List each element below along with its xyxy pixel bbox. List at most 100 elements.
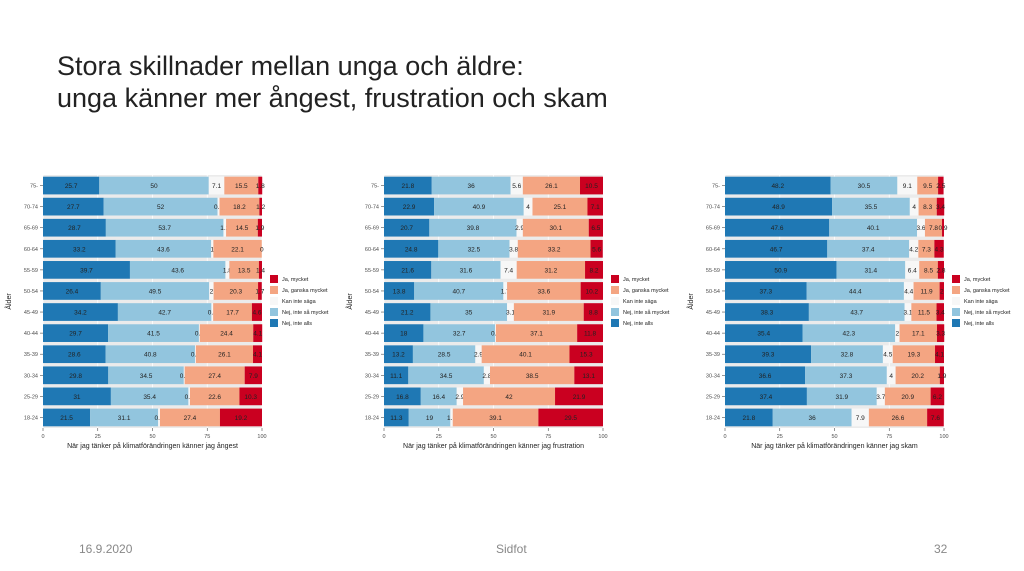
data-label-nej-inte-alls-35-39: 13.2 bbox=[392, 352, 405, 359]
bar-ja-mycket-60-64 bbox=[590, 239, 603, 258]
data-label-nej-inte-sa-mycket-60-64: 43.6 bbox=[157, 246, 170, 253]
data-label-ja-ganska-mycket-30-34: 20.2 bbox=[911, 373, 924, 380]
x-tick-label-25: 25 bbox=[95, 434, 101, 440]
x-tick-label-0: 0 bbox=[723, 434, 726, 440]
data-label-ja-ganska-mycket-18-24: 39.1 bbox=[489, 415, 502, 422]
data-label-kan-inte-saga-35-39: 4.5 bbox=[883, 352, 892, 359]
data-label-ja-ganska-mycket-65-69: 7.8 bbox=[929, 225, 938, 232]
data-label-ja-ganska-mycket-25-29: 20.9 bbox=[901, 394, 914, 401]
bar-ja-ganska-mycket-60-64 bbox=[918, 239, 935, 258]
data-label-kan-inte-saga-25-29: 0.7 bbox=[185, 394, 194, 401]
y-tick-label-60-64: 60-64 bbox=[365, 247, 379, 253]
data-label-kan-inte-saga-65-69: 2.9 bbox=[515, 225, 524, 232]
data-label-nej-inte-sa-mycket-60-64: 32.5 bbox=[468, 246, 481, 253]
data-label-ja-ganska-mycket-75: 9.5 bbox=[923, 183, 932, 190]
bar-nej-inte-alls-30-34 bbox=[384, 366, 409, 385]
bar-kan-inte-saga-65-69 bbox=[516, 218, 523, 237]
bar-nej-inte-alls-35-39 bbox=[384, 345, 413, 364]
data-label-nej-inte-alls-65-69: 47.6 bbox=[771, 225, 784, 232]
data-label-kan-inte-saga-30-34: 2.8 bbox=[482, 373, 491, 380]
legend-label-nej-inte-sa-mycket: Nej, inte så mycket bbox=[964, 309, 1011, 316]
data-label-ja-ganska-mycket-40-44: 37.1 bbox=[530, 331, 543, 338]
data-label-ja-mycket-25-29: 10.3 bbox=[244, 394, 257, 401]
data-label-nej-inte-sa-mycket-65-69: 53.7 bbox=[158, 225, 171, 232]
data-label-ja-ganska-mycket-60-64: 33.2 bbox=[548, 246, 561, 253]
bar-kan-inte-saga-50-54 bbox=[209, 282, 214, 300]
bar-kan-inte-saga-55-59 bbox=[905, 261, 920, 279]
bar-kan-inte-saga-65-69 bbox=[917, 218, 925, 237]
bar-kan-inte-saga-40-44 bbox=[198, 324, 200, 342]
bar-ja-ganska-mycket-40-44 bbox=[495, 324, 578, 342]
bar-nej-inte-sa-mycket-35-39 bbox=[811, 345, 883, 364]
data-label-nej-inte-sa-mycket-75: 36 bbox=[468, 183, 476, 190]
data-label-nej-inte-alls-50-54: 26.4 bbox=[66, 288, 79, 295]
bar-ja-mycket-75 bbox=[258, 176, 263, 195]
bar-kan-inte-saga-70-74 bbox=[523, 197, 533, 216]
y-tick-label-60-64: 60-64 bbox=[24, 247, 38, 253]
data-label-nej-inte-alls-45-49: 21.2 bbox=[401, 310, 414, 317]
data-label-kan-inte-saga-50-54: 4.4 bbox=[904, 288, 913, 295]
bar-ja-mycket-35-39 bbox=[935, 345, 944, 364]
bar-ja-mycket-65-69 bbox=[257, 218, 262, 237]
data-label-ja-ganska-mycket-55-59: 31.2 bbox=[545, 267, 558, 274]
bar-nej-inte-sa-mycket-75 bbox=[830, 176, 898, 195]
bar-ja-ganska-mycket-30-34 bbox=[489, 366, 575, 385]
data-label-kan-inte-saga-70-74: 4 bbox=[912, 204, 916, 211]
legend-key-ja-mycket bbox=[611, 275, 619, 283]
data-label-nej-inte-sa-mycket-50-54: 49.5 bbox=[149, 288, 162, 295]
bar-ja-mycket-55-59 bbox=[258, 261, 262, 279]
data-label-kan-inte-saga-25-29: 2.9 bbox=[455, 394, 464, 401]
data-label-ja-mycket-75: 10.5 bbox=[585, 183, 598, 190]
data-label-nej-inte-sa-mycket-50-54: 44.4 bbox=[849, 288, 862, 295]
x-tick-label-100: 100 bbox=[598, 434, 607, 440]
data-label-kan-inte-saga-65-69: 1.2 bbox=[220, 225, 229, 232]
data-label-nej-inte-alls-60-64: 46.7 bbox=[770, 246, 783, 253]
bar-nej-inte-sa-mycket-75 bbox=[431, 176, 511, 195]
bar-ja-mycket-65-69 bbox=[588, 218, 603, 237]
bar-kan-inte-saga-25-29 bbox=[456, 387, 464, 406]
data-label-nej-inte-alls-60-64: 24.8 bbox=[405, 246, 418, 253]
bar-nej-inte-sa-mycket-40-44 bbox=[802, 324, 896, 342]
data-label-ja-ganska-mycket-45-49: 11.5 bbox=[918, 310, 931, 317]
bar-ja-mycket-50-54 bbox=[939, 282, 944, 300]
bar-nej-inte-sa-mycket-60-64 bbox=[438, 239, 510, 258]
x-tick-label-0: 0 bbox=[41, 434, 44, 440]
bar-kan-inte-saga-30-34 bbox=[483, 366, 490, 385]
data-label-ja-mycket-55-59: 2.8 bbox=[936, 267, 945, 274]
x-tick-label-50: 50 bbox=[149, 434, 155, 440]
bar-nej-inte-alls-40-44 bbox=[725, 324, 803, 342]
data-label-ja-ganska-mycket-25-29: 42 bbox=[505, 394, 513, 401]
bar-nej-inte-alls-50-54 bbox=[384, 282, 415, 300]
slide-title-line2: unga känner mer ångest, frustration och … bbox=[57, 83, 608, 113]
y-tick-label-25-29: 25-29 bbox=[706, 394, 720, 400]
data-label-kan-inte-saga-40-44: 2 bbox=[896, 331, 900, 338]
x-axis-title: När jag tänker på klimatförändringen kän… bbox=[403, 442, 584, 450]
bar-nej-inte-sa-mycket-70-74 bbox=[103, 197, 218, 216]
data-label-nej-inte-alls-18-24: 21.5 bbox=[60, 415, 73, 422]
bar-nej-inte-sa-mycket-40-44 bbox=[423, 324, 496, 342]
data-label-nej-inte-alls-65-69: 28.7 bbox=[68, 225, 81, 232]
legend-label-kan-inte-saga: Kan inte säga bbox=[623, 299, 658, 305]
bar-nej-inte-alls-65-69 bbox=[725, 218, 830, 237]
bar-nej-inte-alls-25-29 bbox=[43, 387, 111, 406]
bar-nej-inte-alls-75 bbox=[43, 176, 100, 195]
data-label-kan-inte-saga-75: 5.6 bbox=[512, 183, 521, 190]
legend-label-nej-inte-sa-mycket: Nej, inte så mycket bbox=[282, 309, 329, 316]
data-label-nej-inte-sa-mycket-25-29: 16.4 bbox=[432, 394, 445, 401]
data-label-nej-inte-sa-mycket-75: 50 bbox=[150, 183, 158, 190]
data-label-nej-inte-alls-70-74: 22.9 bbox=[403, 204, 416, 211]
data-label-nej-inte-sa-mycket-70-74: 35.5 bbox=[865, 204, 878, 211]
y-axis-title: Ålder bbox=[345, 293, 354, 310]
legend-key-nej-inte-sa-mycket bbox=[952, 308, 960, 316]
data-label-ja-ganska-mycket-45-49: 31.9 bbox=[542, 310, 555, 317]
legend-label-ja-mycket: Ja, mycket bbox=[282, 277, 309, 283]
x-tick-label-75: 75 bbox=[204, 434, 210, 440]
data-label-kan-inte-saga-45-49: 0.8 bbox=[208, 310, 217, 317]
data-label-ja-ganska-mycket-18-24: 27.4 bbox=[184, 415, 197, 422]
bar-ja-mycket-50-54 bbox=[258, 282, 262, 300]
bar-nej-inte-sa-mycket-65-69 bbox=[429, 218, 517, 237]
data-label-nej-inte-sa-mycket-30-34: 34.5 bbox=[440, 373, 453, 380]
data-label-ja-ganska-mycket-50-54: 20.3 bbox=[230, 288, 243, 295]
y-tick-label-65-69: 65-69 bbox=[706, 226, 720, 232]
data-label-kan-inte-saga-60-64: 4.2 bbox=[909, 246, 918, 253]
